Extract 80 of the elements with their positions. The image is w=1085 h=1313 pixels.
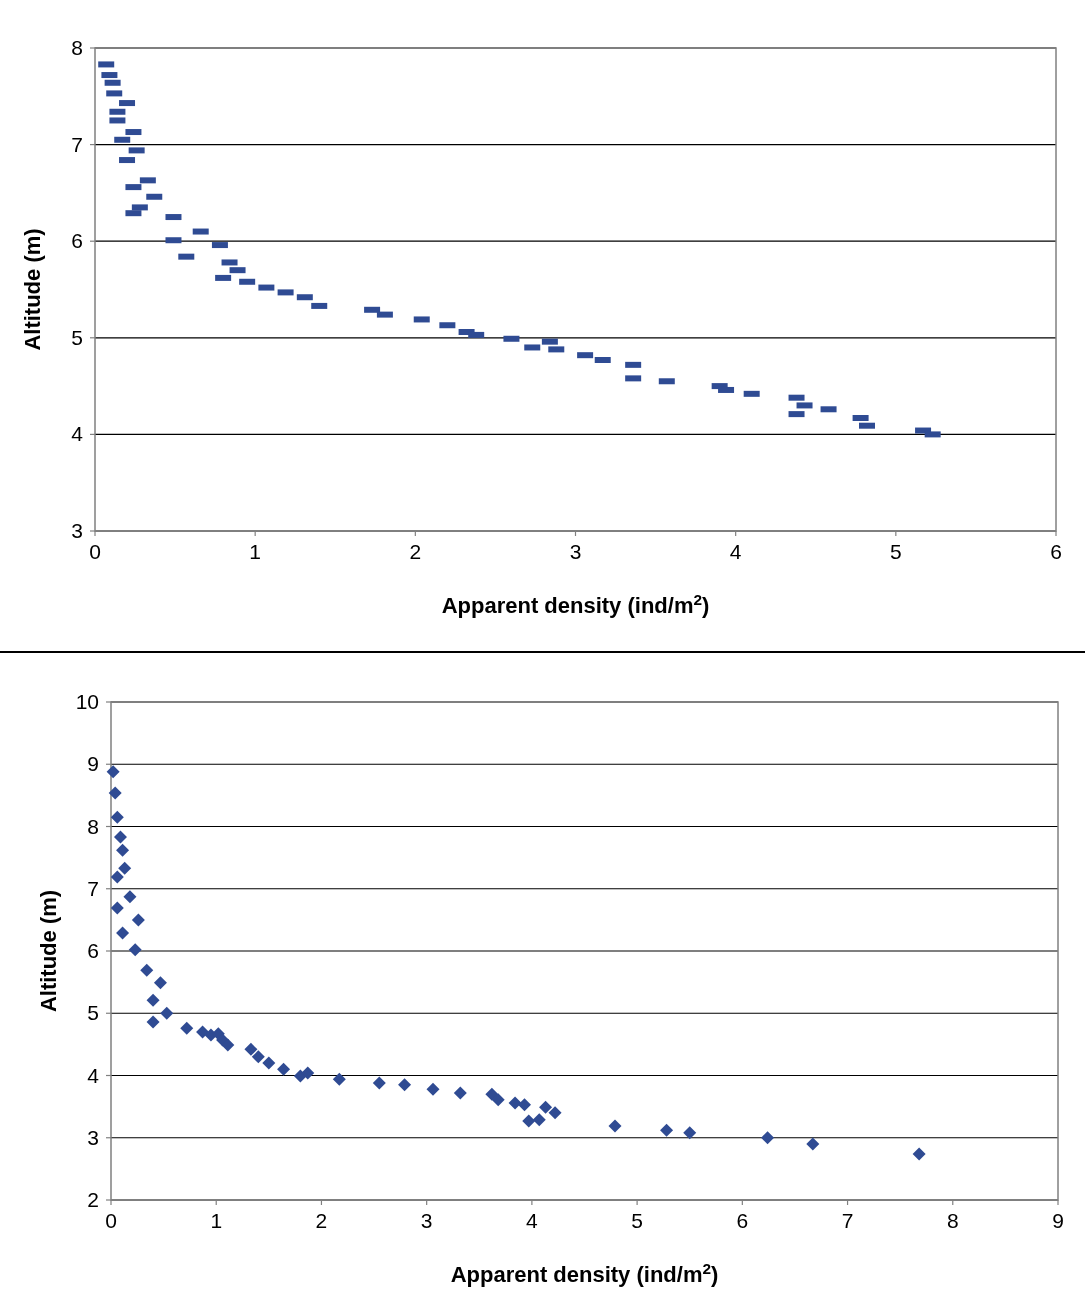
y-tick-label: 8 — [71, 36, 83, 59]
point — [196, 1025, 210, 1039]
point — [251, 1050, 265, 1064]
y-tick-label: 6 — [71, 229, 83, 253]
point — [116, 843, 130, 857]
x-tick-label: 0 — [89, 540, 101, 563]
point — [123, 890, 137, 904]
point — [116, 926, 130, 940]
point — [221, 1038, 235, 1052]
x-tick-label: 7 — [841, 1209, 854, 1232]
point — [262, 1056, 276, 1070]
x-tick-label: 0 — [105, 1209, 117, 1232]
point — [160, 1006, 174, 1020]
x-tick-label: 9 — [1052, 1209, 1064, 1232]
point — [332, 1072, 346, 1086]
y-tick-label: 2 — [87, 1188, 99, 1211]
point — [106, 765, 120, 779]
point — [398, 1078, 412, 1092]
y-tick-label: 3 — [71, 519, 83, 542]
point — [539, 1100, 553, 1114]
y-tick-label: 6 — [87, 939, 99, 962]
point — [140, 963, 154, 977]
point — [683, 1126, 697, 1140]
x-tick-label: 1 — [210, 1209, 223, 1232]
y-tick-label: 9 — [87, 752, 99, 776]
point — [108, 786, 122, 800]
point — [372, 1076, 386, 1090]
point — [110, 870, 124, 884]
point — [277, 1062, 291, 1076]
x-tick-label: 3 — [420, 1209, 433, 1232]
point — [146, 993, 160, 1007]
point — [508, 1096, 522, 1110]
point — [806, 1137, 820, 1151]
x-axis-title: Apparent density (ind/m$^{2}$) — [441, 590, 710, 618]
y-tick-label: 4 — [87, 1063, 100, 1087]
y-tick-label: 3 — [87, 1125, 99, 1149]
point — [426, 1082, 440, 1096]
x-tick-label: 8 — [946, 1209, 959, 1232]
y-tick-label: 10 — [75, 690, 99, 713]
x-tick-label: 3 — [569, 540, 582, 563]
point — [518, 1098, 532, 1112]
y-tick-label: 4 — [71, 422, 84, 446]
y-tick-label: 8 — [87, 814, 99, 838]
point — [118, 861, 132, 875]
y-tick-label: 7 — [87, 876, 99, 900]
point — [244, 1042, 258, 1056]
x-tick-label: 1 — [249, 540, 262, 563]
point — [110, 810, 124, 824]
point — [146, 1015, 160, 1029]
x-tick-label: 4 — [526, 1209, 539, 1232]
point — [180, 1021, 194, 1035]
point — [548, 1106, 562, 1120]
y-axis-title: Altitude (m) — [20, 228, 45, 351]
x-tick-label: 5 — [631, 1209, 643, 1232]
point — [113, 830, 127, 844]
point — [912, 1147, 926, 1161]
point — [532, 1113, 546, 1127]
point — [491, 1093, 505, 1107]
y-tick-label: 5 — [87, 1001, 99, 1025]
y-axis-title: Altitude (m) — [36, 889, 61, 1013]
point — [128, 943, 142, 957]
y-tick-label: 5 — [71, 325, 83, 349]
point — [522, 1114, 536, 1128]
point — [761, 1131, 775, 1145]
point — [301, 1066, 315, 1080]
y-tick-label: 7 — [71, 132, 83, 156]
point — [485, 1087, 499, 1101]
x-tick-label: 6 — [1050, 540, 1062, 563]
x-axis-title: Apparent density (ind/m$^{2}$) — [450, 1259, 719, 1287]
point — [453, 1086, 467, 1100]
x-tick-label: 2 — [409, 540, 422, 563]
point — [110, 901, 124, 915]
point — [660, 1123, 674, 1137]
x-tick-label: 4 — [729, 540, 742, 563]
x-tick-label: 6 — [736, 1209, 749, 1232]
point — [131, 913, 145, 927]
x-tick-label: 2 — [315, 1209, 328, 1232]
x-tick-label: 5 — [889, 540, 902, 563]
point — [153, 976, 167, 990]
point — [608, 1119, 622, 1133]
